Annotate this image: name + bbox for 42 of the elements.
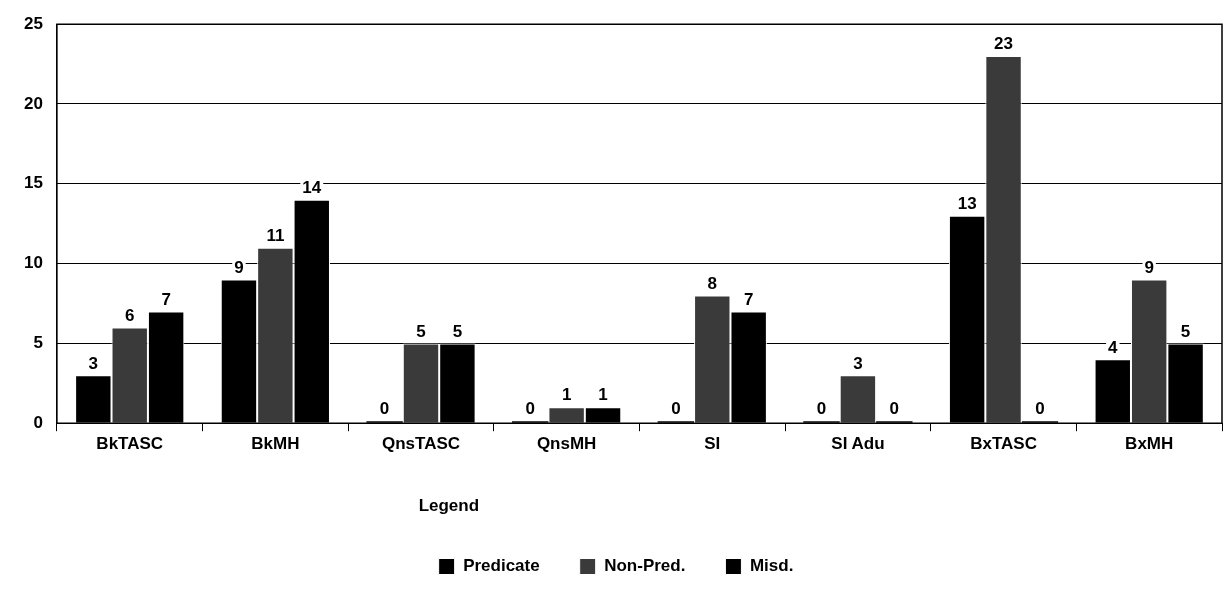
data-label: 14 [302, 177, 322, 197]
x-tick-label: QnsMH [536, 434, 597, 454]
data-label: 23 [994, 34, 1014, 54]
y-tick-label: 5 [33, 333, 43, 353]
data-label: 1 [561, 385, 572, 405]
data-label: 0 [816, 399, 827, 419]
legend-label: Misd. [749, 556, 794, 576]
data-label: 1 [598, 385, 608, 405]
data-label: 0 [671, 399, 681, 419]
data-label: 0 [525, 399, 535, 419]
x-tick-label: SI Adu [831, 434, 885, 454]
data-label: 9 [1144, 257, 1154, 277]
legend-title: Legend [418, 495, 480, 515]
x-tick-label: BxTASC [970, 434, 1037, 454]
data-label: 8 [707, 273, 718, 293]
data-label: 0 [1035, 399, 1045, 419]
data-label: 7 [161, 289, 171, 309]
x-tick-label: SI [704, 434, 721, 454]
data-label: 5 [416, 321, 426, 341]
y-tick-label: 15 [23, 173, 43, 193]
y-tick-label: 0 [33, 412, 43, 432]
data-label: 9 [234, 257, 244, 277]
data-label: 3 [88, 353, 99, 373]
data-label: 0 [889, 399, 900, 419]
y-tick-label: 10 [23, 253, 43, 273]
y-tick-label: 25 [23, 13, 43, 33]
x-tick-label: QnsTASC [381, 434, 461, 454]
legend-label: Non-Pred. [604, 556, 686, 576]
data-label: 4 [1108, 337, 1119, 357]
x-tick-label: BkTASC [96, 434, 164, 454]
y-tick-label: 20 [23, 93, 43, 113]
data-label: 5 [1180, 321, 1191, 341]
legend-label: Predicate [463, 556, 540, 576]
data-label: 0 [379, 399, 390, 419]
data-label: 3 [853, 353, 863, 373]
x-tick-label: BkMH [251, 434, 300, 454]
data-label: 11 [266, 225, 285, 245]
data-label: 7 [743, 289, 754, 309]
data-label: 13 [957, 193, 977, 213]
x-tick-label: BxMH [1125, 434, 1174, 454]
data-label: 5 [452, 321, 463, 341]
data-label: 6 [124, 305, 135, 325]
